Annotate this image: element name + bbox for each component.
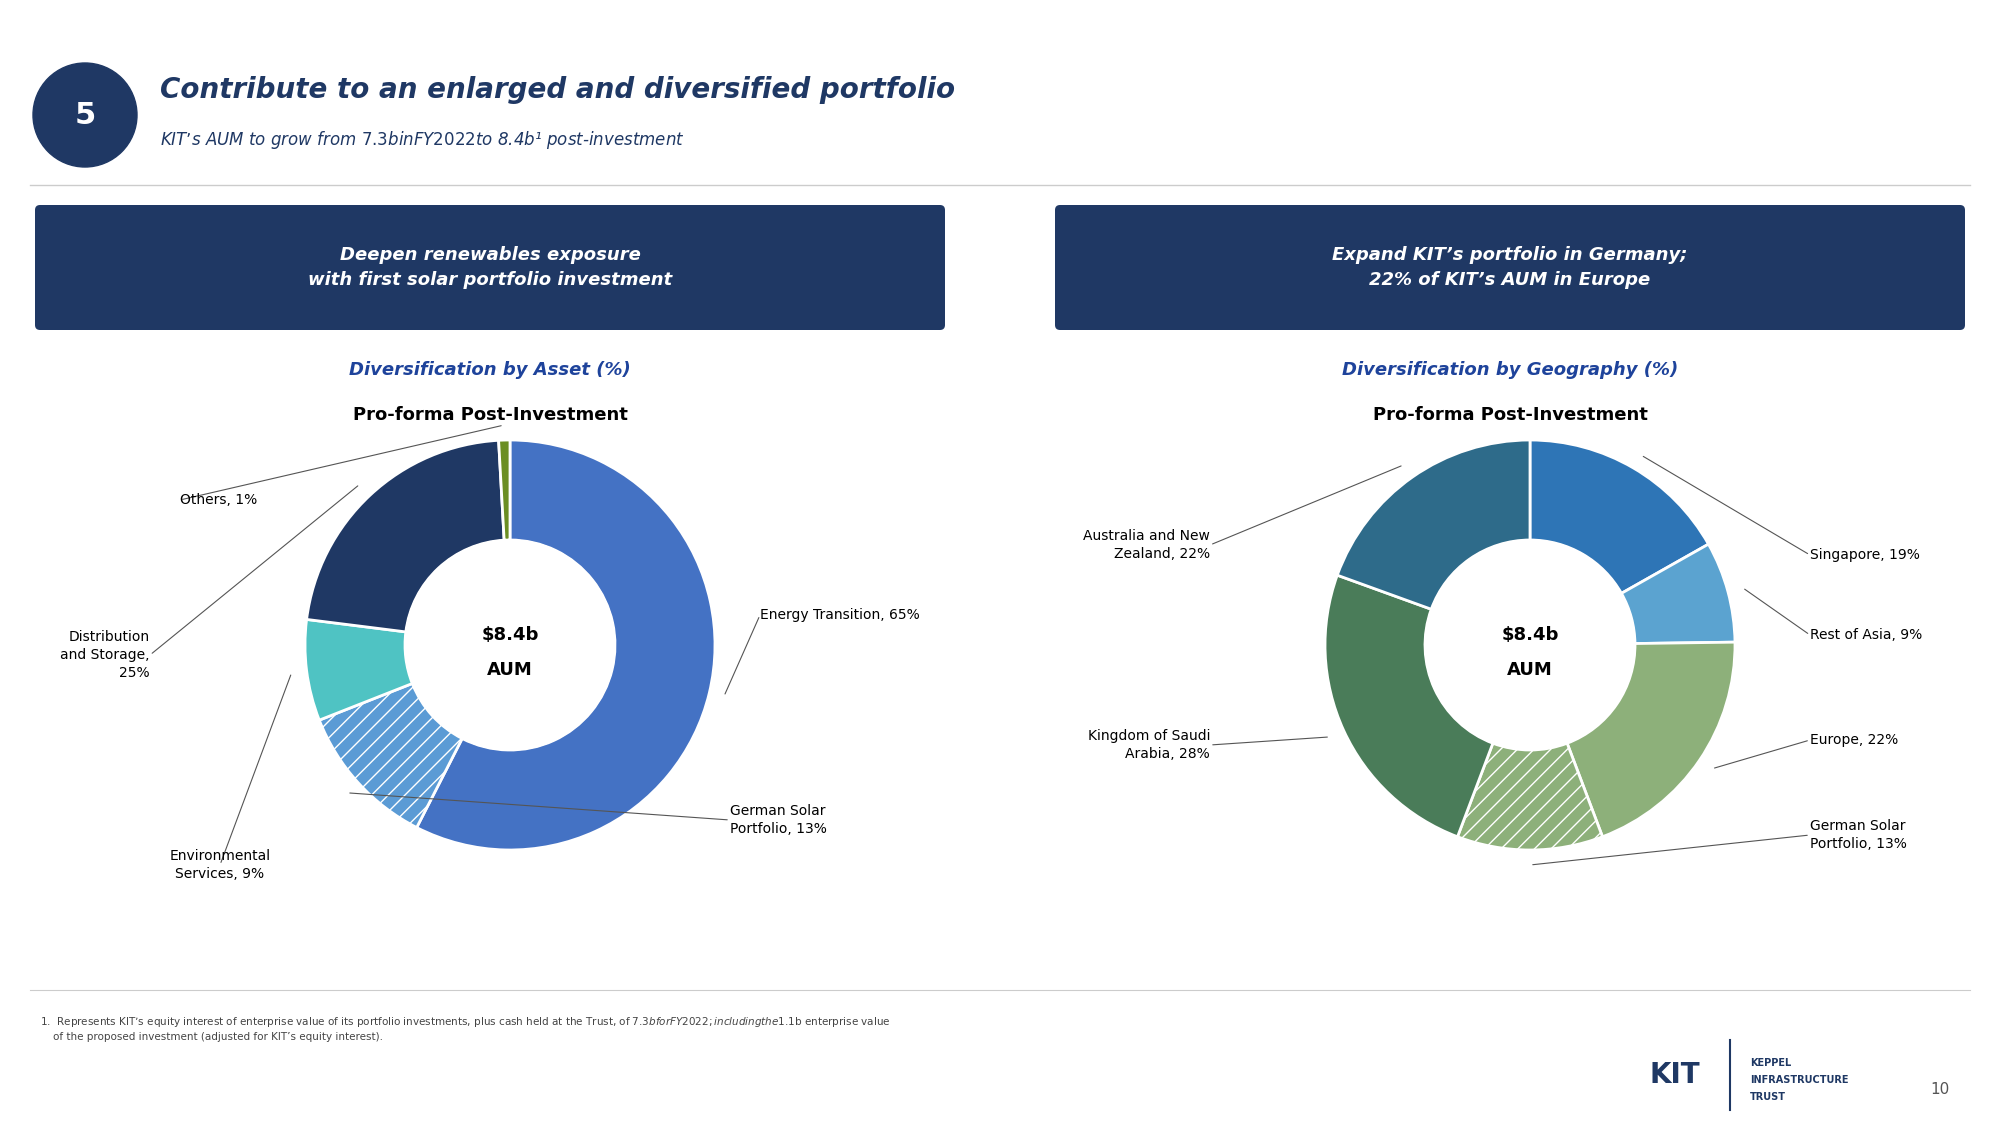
Text: Diversification by Asset (%): Diversification by Asset (%) — [350, 361, 630, 379]
Circle shape — [1424, 540, 1636, 750]
Wedge shape — [306, 440, 504, 632]
Text: $8.4b: $8.4b — [1502, 626, 1558, 643]
Circle shape — [404, 540, 616, 750]
Text: Singapore, 19%: Singapore, 19% — [1810, 548, 1920, 562]
Text: Diversification by Geography (%): Diversification by Geography (%) — [1342, 361, 1678, 379]
Wedge shape — [416, 440, 714, 850]
Text: Australia and New
Zealand, 22%: Australia and New Zealand, 22% — [1084, 529, 1210, 561]
FancyBboxPatch shape — [1056, 205, 1964, 330]
Wedge shape — [1326, 575, 1492, 837]
Text: Pro-forma Post-Investment: Pro-forma Post-Investment — [1372, 406, 1648, 424]
Wedge shape — [1530, 440, 1708, 593]
Text: Others, 1%: Others, 1% — [180, 493, 258, 507]
FancyBboxPatch shape — [36, 205, 944, 330]
Wedge shape — [1622, 544, 1734, 644]
Text: German Solar
Portfolio, 13%: German Solar Portfolio, 13% — [730, 803, 826, 836]
Text: Distribution
and Storage,
25%: Distribution and Storage, 25% — [60, 630, 150, 681]
Text: KIT: KIT — [1650, 1061, 1700, 1089]
Text: AUM: AUM — [1508, 662, 1552, 680]
Text: 1.  Represents KIT’s equity interest of enterprise value of its portfolio invest: 1. Represents KIT’s equity interest of e… — [40, 1015, 890, 1042]
Text: Expand KIT’s portfolio in Germany;
22% of KIT’s AUM in Europe: Expand KIT’s portfolio in Germany; 22% o… — [1332, 246, 1688, 289]
Text: KIT’s AUM to grow from $7.3b in FY 2022 to ~$8.4b¹ post-investment: KIT’s AUM to grow from $7.3b in FY 2022 … — [160, 129, 684, 151]
Wedge shape — [306, 620, 412, 720]
Text: 10: 10 — [1930, 1082, 1950, 1098]
Text: KEPPEL: KEPPEL — [1750, 1058, 1792, 1068]
Text: Energy Transition, 65%: Energy Transition, 65% — [760, 608, 920, 622]
Circle shape — [292, 428, 728, 862]
Wedge shape — [1568, 642, 1734, 837]
Text: Kingdom of Saudi
Arabia, 28%: Kingdom of Saudi Arabia, 28% — [1088, 729, 1210, 762]
Wedge shape — [306, 440, 504, 632]
Wedge shape — [320, 684, 462, 828]
Text: Europe, 22%: Europe, 22% — [1810, 734, 1898, 747]
Text: 5: 5 — [74, 100, 96, 129]
Wedge shape — [306, 620, 412, 720]
Text: TRUST: TRUST — [1750, 1092, 1786, 1102]
Wedge shape — [416, 440, 714, 850]
Wedge shape — [1458, 744, 1602, 850]
Circle shape — [404, 540, 616, 750]
Text: INFRASTRUCTURE: INFRASTRUCTURE — [1750, 1076, 1848, 1084]
Wedge shape — [498, 440, 510, 540]
Text: Rest of Asia, 9%: Rest of Asia, 9% — [1810, 628, 1922, 642]
Text: Pro-forma Post-Investment: Pro-forma Post-Investment — [352, 406, 628, 424]
Wedge shape — [498, 440, 510, 540]
Text: German Solar
Portfolio, 13%: German Solar Portfolio, 13% — [1810, 819, 1906, 852]
Text: AUM: AUM — [488, 662, 532, 680]
Wedge shape — [1338, 440, 1530, 610]
Circle shape — [32, 63, 136, 166]
Text: $8.4b: $8.4b — [482, 626, 538, 643]
Wedge shape — [320, 684, 462, 828]
Text: Deepen renewables exposure
with first solar portfolio investment: Deepen renewables exposure with first so… — [308, 246, 672, 289]
Text: Contribute to an enlarged and diversified portfolio: Contribute to an enlarged and diversifie… — [160, 76, 956, 104]
Text: Environmental
Services, 9%: Environmental Services, 9% — [170, 848, 270, 881]
